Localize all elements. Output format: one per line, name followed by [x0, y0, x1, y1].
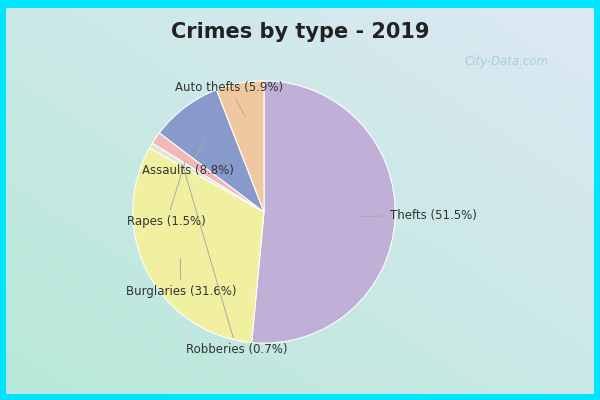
Wedge shape	[251, 81, 395, 343]
Text: City-Data.com: City-Data.com	[465, 56, 549, 68]
Wedge shape	[133, 148, 264, 343]
Wedge shape	[217, 81, 264, 212]
Text: Rapes (1.5%): Rapes (1.5%)	[127, 161, 206, 228]
Wedge shape	[149, 143, 264, 212]
Text: Robberies (0.7%): Robberies (0.7%)	[184, 167, 287, 356]
Text: Burglaries (31.6%): Burglaries (31.6%)	[125, 259, 236, 298]
Text: Auto thefts (5.9%): Auto thefts (5.9%)	[175, 81, 283, 117]
Text: Crimes by type - 2019: Crimes by type - 2019	[171, 22, 429, 42]
Text: Thefts (51.5%): Thefts (51.5%)	[361, 209, 476, 222]
Wedge shape	[160, 90, 264, 212]
Text: Assaults (8.8%): Assaults (8.8%)	[142, 139, 234, 177]
Wedge shape	[152, 133, 264, 212]
